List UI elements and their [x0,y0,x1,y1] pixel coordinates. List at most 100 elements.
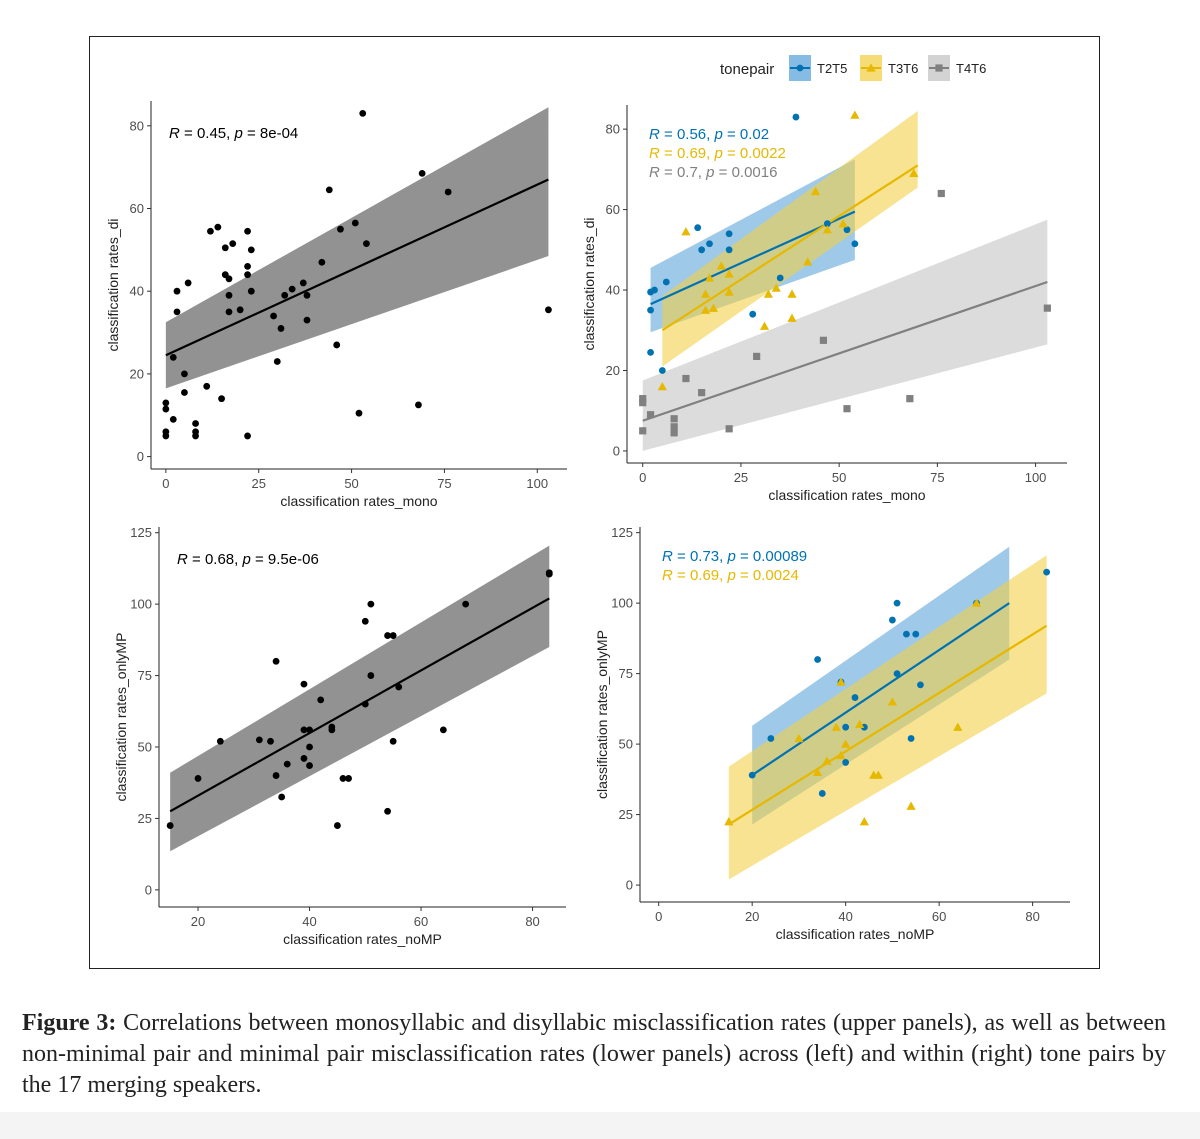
data-point-T3T6 [724,269,734,278]
data-point-T4T6 [1043,304,1051,312]
x-tick-label: 80 [525,914,539,929]
data-point-all [192,420,199,427]
x-axis-title: classification rates_mono [768,487,925,503]
data-point-T2T5 [749,310,757,318]
y-tick-label: 60 [130,201,144,216]
r-value: = 0.56, [660,126,715,143]
y-tick-label: 75 [619,666,633,681]
legend-item-T3T6: T3T6 [860,55,918,81]
data-point-all [384,807,391,815]
p-symbol: p [713,145,722,162]
x-tick-label: 25 [734,470,748,485]
data-point-all [395,683,403,691]
data-point-all [345,775,352,782]
data-point-all [363,240,370,248]
data-point-all [184,279,192,287]
data-point-all [300,755,308,762]
p-symbol: p [233,125,242,142]
data-point-all [247,287,255,295]
data-point-T2T5 [767,735,775,742]
y-tick-label: 75 [138,668,152,683]
figure-charts: 0 25 50 75 100 0 20 40 60 80 classification rates_… [105,55,1070,947]
data-point-all [162,399,170,407]
confidence-band-T4T6 [642,219,1048,451]
x-tick-label: 0 [655,909,662,924]
data-point-T3T6 [724,817,734,826]
x-axis-title: classification rates_noMP [776,926,935,942]
data-point-T3T6 [803,257,813,266]
data-point-all [277,325,285,332]
data-point-T3T6 [681,227,691,236]
p-value: = 8e-04 [243,125,298,142]
data-point-all [306,743,313,751]
y-tick-label: 60 [606,202,620,217]
data-point-T3T6 [763,289,774,298]
data-point-T3T6 [724,287,734,296]
y-tick-label: 125 [130,525,152,540]
data-point-T3T6 [873,770,883,779]
data-point-T3T6 [841,739,851,748]
data-point-all [415,401,422,409]
data-point-all [300,726,308,734]
y-tick-label: 100 [130,597,152,612]
data-point-all [283,760,291,768]
data-point-T3T6 [716,261,726,270]
correlation-annotation: R = 0.73, p = 0.00089 [662,548,807,565]
data-point-all [194,775,202,782]
data-point-all [325,186,333,194]
data-point-all [281,291,289,299]
fit-line-T2T5 [751,602,1010,777]
data-point-all [278,793,286,801]
data-point-all [181,389,188,396]
data-point-T3T6 [759,321,770,330]
data-point-all [169,415,177,423]
panel-bottom-right: 0 20 40 60 80 0 25 50 75 100 125 classification rat… [594,525,1070,942]
data-point-T4T6 [646,411,655,419]
data-point-all [367,672,375,679]
data-point-all [303,316,311,324]
fit-line-T4T6 [642,280,1048,422]
data-point-T3T6 [971,598,982,607]
data-point-all [173,287,181,295]
y-tick-label: 80 [606,122,620,137]
data-point-T3T6 [787,289,797,298]
data-point-T2T5 [662,278,670,286]
data-point-T3T6 [836,677,846,686]
data-point-T2T5 [658,367,666,374]
data-point-T4T6 [937,189,945,198]
r-symbol: R [649,164,660,181]
data-point-T2T5 [647,306,654,314]
data-point-all [306,762,313,769]
r-value: = 0.73, [673,548,728,565]
x-tick-label: 40 [838,909,852,924]
p-symbol: p [726,548,735,565]
data-point-T3T6 [909,168,919,178]
legend-label: T3T6 [888,61,918,76]
data-point-T3T6 [657,381,667,391]
y-axis-title: classification rates_di [581,217,597,350]
data-point-all [367,600,375,608]
panel-top-right: 0 25 50 75 100 0 20 40 60 80 classification rates_… [581,105,1067,503]
data-point-T3T6 [822,225,832,234]
data-point-all [247,246,255,254]
data-point-all [218,395,225,403]
r-value: = 0.69, [673,567,728,584]
data-point-all [207,227,214,235]
data-point-T4T6 [639,427,647,435]
data-point-T3T6 [838,219,848,228]
r-symbol: R [649,126,660,143]
y-tick-label: 25 [619,807,633,822]
data-point-all [173,308,181,316]
data-point-all [225,291,233,299]
legend-label: T4T6 [956,61,986,76]
data-point-all [361,617,369,625]
x-tick-label: 60 [414,914,428,929]
legend-key-marker [935,64,943,72]
data-point-all [272,772,280,779]
data-point-T2T5 [842,723,850,731]
data-point-all [299,279,307,287]
legend-title: tonepair [720,61,774,78]
y-tick-label: 50 [619,737,633,752]
data-point-T2T5 [851,240,859,248]
data-point-all [162,405,170,413]
